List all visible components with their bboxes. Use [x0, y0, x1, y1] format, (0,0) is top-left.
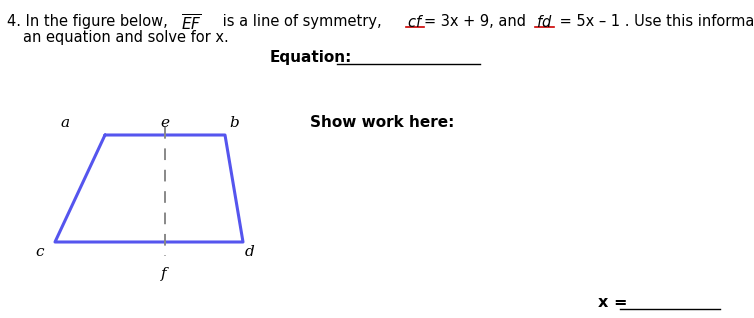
Text: a: a: [60, 116, 69, 130]
Text: an equation and solve for x.: an equation and solve for x.: [23, 30, 228, 45]
Text: $\mathit{fd}$: $\mathit{fd}$: [536, 14, 553, 30]
Text: $\mathit{cf}$: $\mathit{cf}$: [407, 14, 424, 30]
Text: d: d: [245, 245, 255, 259]
Text: 4. In the figure below,: 4. In the figure below,: [7, 14, 167, 29]
Text: c: c: [35, 245, 44, 259]
Text: b: b: [229, 116, 239, 130]
Text: $\overline{EF}$: $\overline{EF}$: [181, 14, 201, 34]
Text: is a line of symmetry,: is a line of symmetry,: [218, 14, 382, 29]
Text: Equation:: Equation:: [270, 50, 352, 65]
Text: f: f: [161, 267, 167, 281]
Text: = 5x – 1 . Use this information to write: = 5x – 1 . Use this information to write: [555, 14, 754, 29]
Text: = 3x + 9, and: = 3x + 9, and: [424, 14, 526, 29]
Text: x =: x =: [598, 295, 627, 310]
Text: Show work here:: Show work here:: [310, 115, 455, 130]
Text: e: e: [160, 116, 169, 130]
